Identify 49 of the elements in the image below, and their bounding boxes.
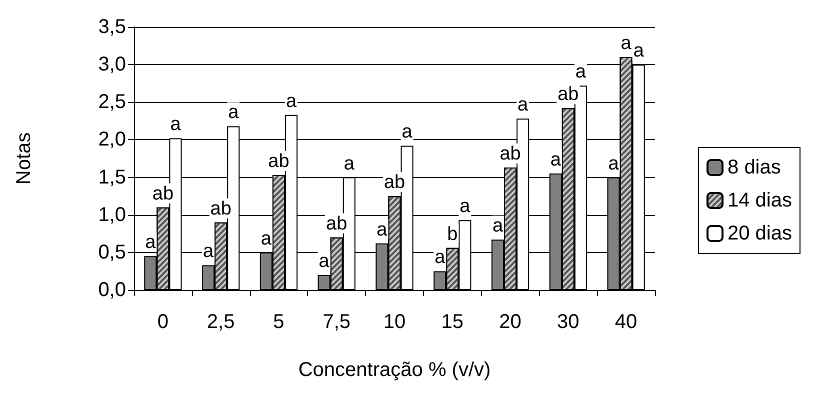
y-tick-label: 3,5 [98, 16, 126, 38]
data-label: ab [152, 183, 174, 204]
y-tick-label: 0,0 [98, 279, 126, 301]
data-label: a [228, 102, 240, 124]
data-label: a [344, 153, 355, 174]
y-tick-label: 2,0 [98, 128, 126, 151]
data-label: a [286, 90, 297, 112]
y-tick-label: 2,5 [98, 91, 126, 114]
data-label: a [550, 150, 562, 171]
data-label: ab [500, 144, 521, 165]
data-label: a [608, 153, 620, 174]
x-axis-title: Concentração % (v/v) [298, 359, 491, 381]
data-label: a [575, 62, 586, 83]
x-tick-label: 30 [557, 311, 580, 333]
data-label: a [518, 94, 529, 116]
x-tick-label: 0 [157, 311, 169, 333]
data-label: ab [384, 172, 406, 194]
data-label: a [318, 250, 330, 272]
data-label: a [145, 232, 156, 254]
data-label: a [260, 228, 272, 250]
data-label: a [620, 33, 632, 54]
data-label: a [633, 40, 644, 62]
data-label: ab [268, 151, 290, 172]
y-axis-title: Notas [13, 132, 35, 185]
x-tick-label: 7,5 [322, 311, 351, 333]
x-tick-label: 15 [441, 311, 464, 333]
data-label: b [447, 224, 458, 245]
x-tick-label: 10 [383, 311, 406, 333]
data-label: a [402, 122, 413, 143]
y-tick-label: 1,5 [98, 166, 126, 188]
data-label: a [434, 247, 446, 268]
data-label: a [203, 241, 214, 262]
data-label: a [460, 196, 471, 218]
data-label: a [376, 219, 388, 240]
data-label: a [170, 114, 182, 136]
x-tick-label: 40 [614, 311, 638, 333]
x-tick-label: 5 [273, 311, 284, 333]
y-tick-label: 3,0 [98, 54, 126, 76]
data-label: ab [326, 213, 348, 234]
data-label: a [492, 216, 504, 237]
y-tick-label: 1,0 [98, 204, 126, 226]
data-label: ab [210, 198, 232, 220]
legend-label: 8 dias [728, 156, 781, 178]
legend-label: 20 dias [728, 222, 792, 244]
x-tick-label: 2,5 [206, 311, 235, 333]
x-tick-label: 20 [499, 311, 522, 333]
data-label: ab [558, 84, 579, 106]
y-tick-label: 0,5 [98, 241, 126, 264]
legend-label: 14 dias [728, 190, 792, 212]
